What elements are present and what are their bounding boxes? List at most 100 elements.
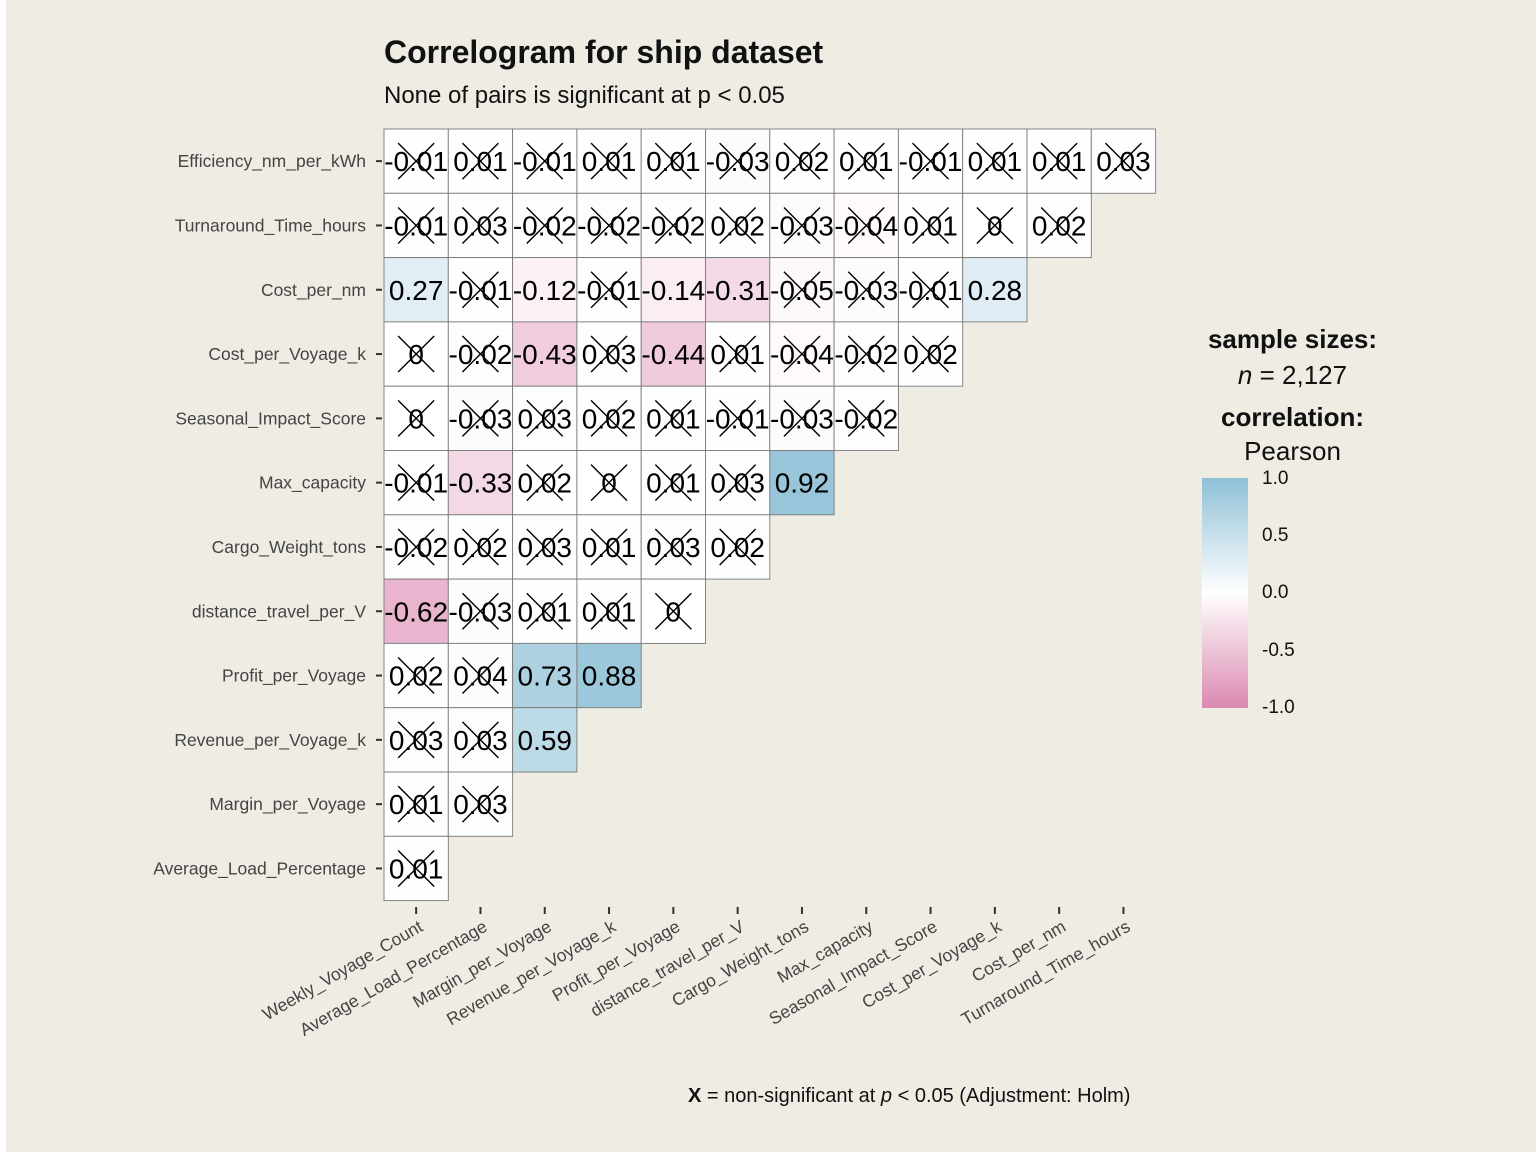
non-significant-cross bbox=[397, 206, 435, 244]
non-significant-cross bbox=[590, 528, 628, 566]
non-significant-cross bbox=[397, 335, 435, 373]
legend-color-bar bbox=[1202, 478, 1248, 708]
legend-sample-size-value: n = 2,127 bbox=[1190, 360, 1395, 391]
non-significant-cross bbox=[783, 206, 821, 244]
y-tick-label: distance_travel_per_V bbox=[192, 601, 366, 622]
non-significant-cross bbox=[654, 142, 692, 180]
heatmap-tile bbox=[640, 257, 706, 323]
non-significant-cross bbox=[912, 335, 950, 373]
non-significant-cross bbox=[719, 464, 757, 502]
y-tick-label: Efficiency_nm_per_kWh bbox=[178, 151, 366, 172]
cell-value-label: 0.27 bbox=[389, 275, 444, 306]
cell-value-label: -0.43 bbox=[513, 339, 577, 370]
non-significant-cross bbox=[654, 528, 692, 566]
non-significant-cross bbox=[847, 399, 885, 437]
non-significant-cross bbox=[397, 464, 435, 502]
heatmap-tile bbox=[383, 578, 449, 644]
non-significant-cross bbox=[590, 142, 628, 180]
heatmap-tile bbox=[383, 257, 449, 323]
heatmap-tile bbox=[576, 642, 642, 709]
y-tick-label: Turnaround_Time_hours bbox=[175, 215, 367, 236]
y-tick-label: Cargo_Weight_tons bbox=[212, 537, 367, 558]
legend-tick-1: 1.0 bbox=[1262, 468, 1289, 489]
non-significant-cross bbox=[397, 528, 435, 566]
non-significant-cross bbox=[1040, 206, 1078, 244]
non-significant-cross bbox=[783, 399, 821, 437]
heatmap-tile bbox=[962, 257, 1028, 323]
non-significant-cross bbox=[912, 206, 950, 244]
non-significant-cross bbox=[654, 206, 692, 244]
non-significant-cross bbox=[847, 142, 885, 180]
non-significant-cross bbox=[461, 206, 499, 244]
non-significant-cross bbox=[590, 335, 628, 373]
legend-correlation-title: correlation: bbox=[1220, 402, 1365, 432]
caption-text-2: < 0.05 (Adjustment: Holm) bbox=[892, 1085, 1131, 1107]
non-significant-cross bbox=[590, 464, 628, 502]
legend-sample-sizes-title: sample sizes: bbox=[1207, 324, 1378, 354]
y-tick-label: Margin_per_Voyage bbox=[209, 794, 366, 815]
caption-x-symbol: X bbox=[688, 1085, 702, 1107]
cell-value-label: 0.73 bbox=[518, 661, 573, 692]
heatmap-tile bbox=[512, 642, 578, 709]
non-significant-cross bbox=[461, 785, 499, 823]
non-significant-cross bbox=[397, 785, 435, 823]
non-significant-cross bbox=[461, 271, 499, 309]
heatmap-tile bbox=[769, 450, 835, 516]
heatmap-tile bbox=[512, 257, 578, 323]
cell-profit-per-voyage-weekly-voyage-count bbox=[383, 642, 449, 709]
caption-p-symbol: p bbox=[880, 1085, 893, 1107]
non-significant-cross bbox=[719, 142, 757, 180]
cell-max-capacity-cargo-weight-tons bbox=[769, 450, 835, 516]
cell-value-label: -0.14 bbox=[641, 275, 705, 306]
non-significant-cross bbox=[526, 464, 564, 502]
cell-revenue-per-voyage-k-margin-per-voyage bbox=[512, 707, 578, 773]
y-tick-label: Profit_per_Voyage bbox=[222, 666, 366, 687]
non-significant-cross bbox=[590, 271, 628, 309]
non-significant-cross bbox=[590, 206, 628, 244]
non-significant-cross bbox=[719, 206, 757, 244]
cell-value-label: -0.12 bbox=[513, 275, 577, 306]
cell-value-label: -0.44 bbox=[641, 339, 705, 370]
non-significant-cross bbox=[654, 592, 692, 630]
cell-value-label: -0.31 bbox=[706, 275, 770, 306]
cell-value-label: -0.33 bbox=[449, 468, 513, 499]
cell-cost-per-nm-cost-per-voyage-k bbox=[962, 257, 1028, 323]
chart-title: Correlogram for ship dataset bbox=[384, 34, 824, 70]
heatmap-tile bbox=[512, 321, 578, 387]
non-significant-cross bbox=[912, 271, 950, 309]
non-significant-cross bbox=[526, 142, 564, 180]
non-significant-cross bbox=[397, 849, 435, 887]
heatmap-tile bbox=[512, 514, 578, 580]
heatmap-tile bbox=[833, 385, 899, 451]
non-significant-cross bbox=[461, 142, 499, 180]
y-tick-label: Seasonal_Impact_Score bbox=[175, 408, 366, 429]
non-significant-cross bbox=[397, 657, 435, 695]
non-significant-cross bbox=[976, 206, 1014, 244]
cell-value-label: 0.88 bbox=[582, 661, 637, 692]
non-significant-cross bbox=[847, 335, 885, 373]
significance-caption: X = non-significant at p < 0.05 (Adjustm… bbox=[688, 1085, 1130, 1108]
non-significant-cross bbox=[461, 721, 499, 759]
y-tick-label: Max_capacity bbox=[259, 473, 366, 494]
legend-tick-5: -1.0 bbox=[1262, 697, 1295, 718]
non-significant-cross bbox=[397, 721, 435, 759]
non-significant-cross bbox=[912, 142, 950, 180]
non-significant-cross bbox=[461, 657, 499, 695]
y-tick-label: Cost_per_Voyage_k bbox=[208, 344, 366, 365]
non-significant-cross bbox=[526, 592, 564, 630]
non-significant-cross bbox=[526, 206, 564, 244]
non-significant-cross bbox=[719, 528, 757, 566]
non-significant-cross bbox=[1040, 142, 1078, 180]
heatmap-tile bbox=[640, 321, 706, 387]
non-significant-cross bbox=[719, 335, 757, 373]
legend-tick-4: -0.5 bbox=[1262, 640, 1295, 661]
non-significant-cross bbox=[1104, 142, 1142, 180]
legend-n-value: = 2,127 bbox=[1259, 360, 1348, 390]
cell-value-label: 0.92 bbox=[775, 468, 830, 499]
non-significant-cross bbox=[783, 335, 821, 373]
non-significant-cross bbox=[847, 206, 885, 244]
cell-cost-per-nm-profit-per-voyage bbox=[640, 257, 706, 323]
legend-tick-2: 0.5 bbox=[1262, 525, 1289, 546]
cell-value-label: 0.59 bbox=[518, 725, 573, 756]
